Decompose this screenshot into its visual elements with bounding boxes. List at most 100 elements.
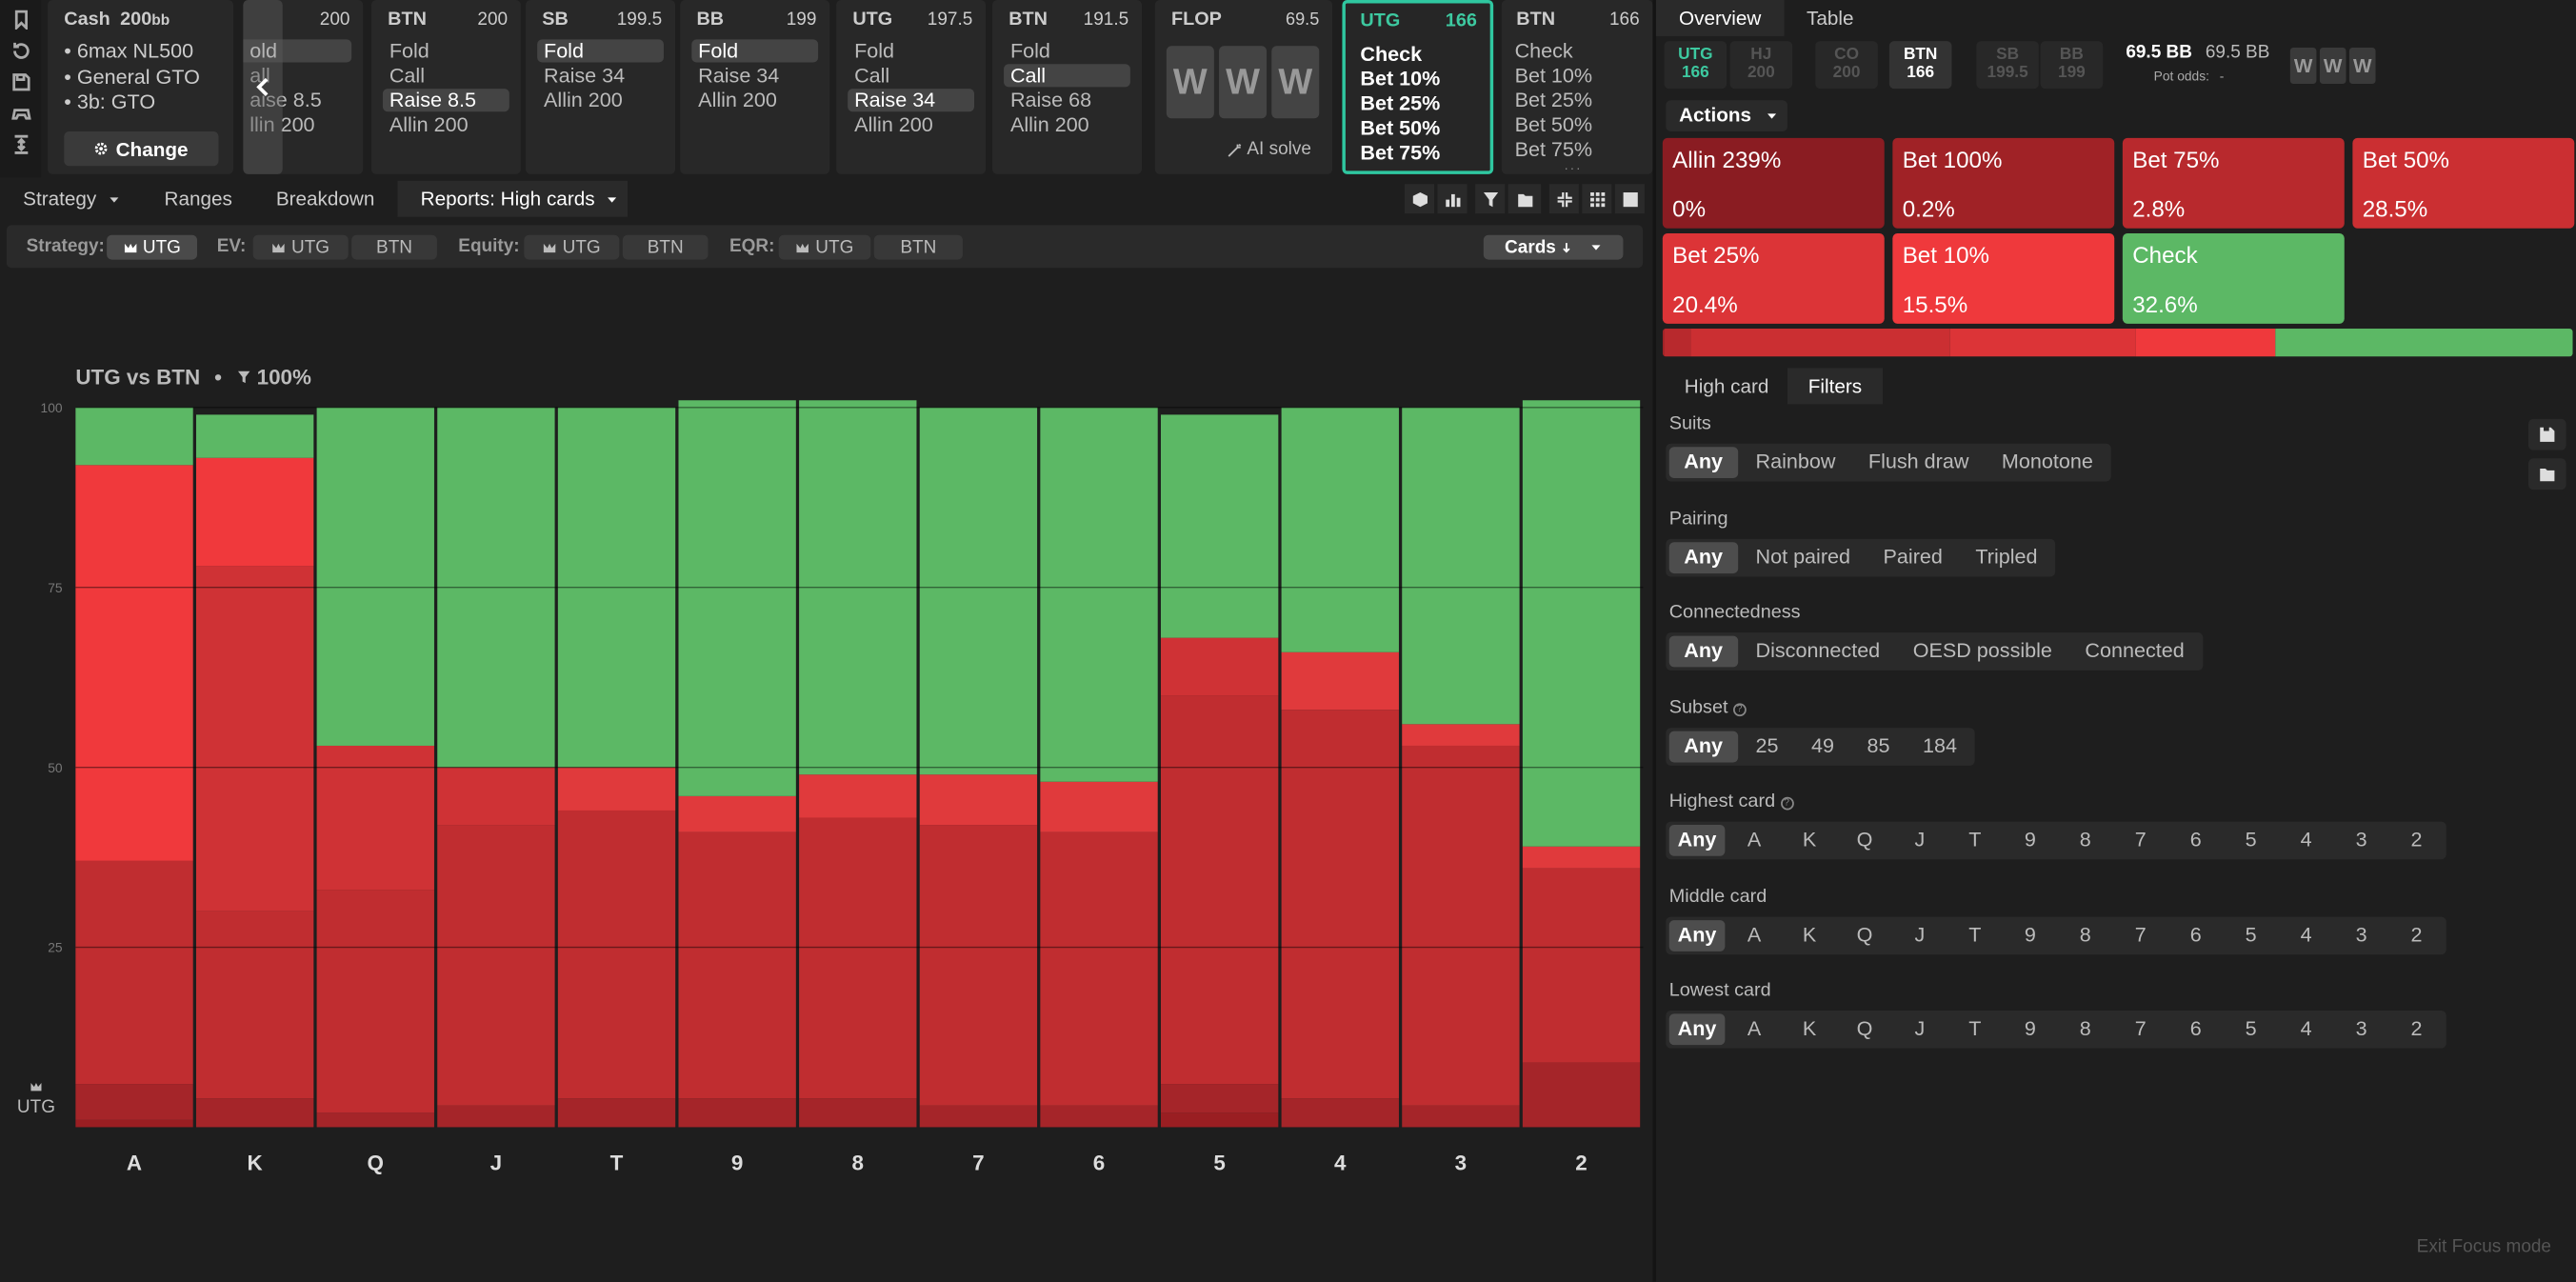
history-action[interactable]: Allin 200: [1009, 113, 1089, 137]
pairing-option[interactable]: Paired: [1883, 545, 1943, 569]
highest-option[interactable]: Q: [1856, 828, 1873, 851]
history-card-utg[interactable]: UTG 197.5 Fold Call Raise 34 Allin 200: [836, 0, 987, 174]
highest-option[interactable]: 5: [2245, 828, 2257, 851]
flop-card[interactable]: FLOP 69.5 W W W AI solve: [1154, 0, 1333, 174]
action-option[interactable]: Bet 75%: [1514, 137, 1593, 162]
lowest-option[interactable]: 6: [2189, 1016, 2202, 1041]
bar-segment[interactable]: [1402, 407, 1520, 725]
bar-chart-icon[interactable]: [1437, 184, 1468, 214]
middle-option[interactable]: 7: [2134, 923, 2147, 947]
subset-option[interactable]: 25: [1755, 734, 1779, 758]
tab-filters[interactable]: Filters: [1787, 368, 1883, 405]
action-tile-bet-25-[interactable]: Bet 25% 20.4%: [1662, 232, 1885, 324]
bar-segment[interactable]: [678, 831, 796, 1099]
bar-segment[interactable]: [1402, 745, 1520, 1106]
action-tile-bet-75-[interactable]: Bet 75% 2.8%: [2122, 137, 2345, 229]
bar-segment[interactable]: [316, 745, 434, 891]
middle-option[interactable]: 2: [2410, 923, 2423, 947]
tab-overview[interactable]: Overview: [1655, 0, 1785, 36]
highest-option[interactable]: J: [1914, 828, 1926, 851]
history-action[interactable]: Allin 200: [389, 113, 469, 137]
lowest-option[interactable]: T: [1968, 1016, 1982, 1041]
gamepad-icon[interactable]: [10, 104, 30, 124]
ev-player-utg[interactable]: UTG: [252, 234, 349, 260]
bar-segment[interactable]: [1522, 1062, 1641, 1128]
pairing-option[interactable]: Not paired: [1755, 545, 1851, 569]
highest-option[interactable]: 7: [2134, 828, 2147, 851]
bar-segment[interactable]: [919, 407, 1038, 775]
seat-utg[interactable]: UTG 166: [1664, 41, 1727, 90]
bar-segment[interactable]: [557, 1098, 676, 1128]
middle-option[interactable]: Q: [1856, 923, 1873, 947]
bar-segment[interactable]: [799, 817, 917, 1099]
suits-option[interactable]: Flush draw: [1867, 450, 1969, 473]
tab-breakdown[interactable]: Breakdown: [275, 187, 375, 210]
action-option[interactable]: Bet 10%: [1360, 67, 1441, 90]
history-action[interactable]: aise 8.5: [250, 89, 322, 112]
folder-icon[interactable]: [1508, 184, 1542, 214]
eqr-player-utg[interactable]: UTG: [778, 234, 871, 260]
connectedness-option[interactable]: OESD possible: [1912, 639, 2052, 663]
highest-option[interactable]: Any: [1668, 825, 1726, 856]
compress-icon[interactable]: [1548, 184, 1579, 214]
square-icon[interactable]: [1614, 184, 1645, 214]
history-card-btn[interactable]: BTN 191.5 Fold Call Raise 68 Allin 200: [991, 0, 1142, 174]
lowest-option[interactable]: 9: [2024, 1016, 2036, 1041]
ev-player-btn[interactable]: BTN: [351, 234, 437, 260]
action-option[interactable]: Bet 50%: [1360, 116, 1441, 140]
bar-segment[interactable]: [1160, 1084, 1279, 1113]
bar-segment[interactable]: [316, 407, 434, 746]
lowest-option[interactable]: Q: [1856, 1016, 1873, 1041]
bar-segment[interactable]: [75, 465, 193, 861]
action-option[interactable]: Check: [1360, 42, 1423, 67]
eqr-player-btn[interactable]: BTN: [873, 234, 963, 260]
bar-segment[interactable]: [316, 890, 434, 1113]
history-action[interactable]: Raise 34: [698, 64, 780, 88]
bar-segment[interactable]: [799, 774, 917, 818]
connectedness-option[interactable]: Connected: [2085, 639, 2185, 663]
action-tile-allin-239-[interactable]: Allin 239% 0%: [1662, 137, 1885, 229]
history-action[interactable]: Raise 8.5: [382, 89, 509, 112]
filter-icon[interactable]: [1475, 184, 1506, 214]
bar-segment[interactable]: [195, 566, 314, 911]
connectedness-option[interactable]: Any: [1668, 635, 1738, 668]
bar-segment[interactable]: [557, 810, 676, 1099]
bar-segment[interactable]: [437, 825, 555, 1106]
bar-segment[interactable]: [75, 1084, 193, 1120]
subset-option[interactable]: 85: [1867, 734, 1890, 758]
expand-vertical-icon[interactable]: [10, 134, 30, 154]
highest-option[interactable]: 4: [2300, 828, 2312, 851]
seat-co[interactable]: CO 200: [1815, 41, 1878, 90]
highest-option[interactable]: A: [1747, 828, 1762, 851]
history-action[interactable]: Fold: [691, 39, 819, 63]
bar-segment[interactable]: [1281, 651, 1399, 711]
equity-player-utg[interactable]: UTG: [524, 234, 620, 260]
reset-icon[interactable]: [10, 41, 30, 61]
highest-option[interactable]: 6: [2189, 828, 2202, 851]
bar-segment[interactable]: [195, 911, 314, 1099]
action-option[interactable]: Check: [1514, 39, 1573, 63]
bar-segment[interactable]: [1160, 1112, 1279, 1128]
bar-segment[interactable]: [1281, 1098, 1399, 1128]
history-card-btn[interactable]: BTN 200 Fold Call Raise 8.5 Allin 200: [370, 0, 521, 174]
highest-option[interactable]: 9: [2024, 828, 2036, 851]
history-action[interactable]: Allin 200: [854, 113, 933, 137]
history-action[interactable]: old: [243, 39, 352, 63]
bar-segment[interactable]: [1281, 710, 1399, 1099]
bar-segment[interactable]: [1160, 637, 1279, 696]
middle-option[interactable]: K: [1802, 923, 1817, 947]
bar-segment[interactable]: [1522, 868, 1641, 1063]
middle-option[interactable]: 9: [2024, 923, 2036, 947]
bar-segment[interactable]: [1040, 781, 1158, 832]
bar-segment[interactable]: [919, 1105, 1038, 1128]
grid-icon[interactable]: [1582, 184, 1612, 214]
history-action[interactable]: Raise 34: [544, 64, 626, 88]
open-filter-button[interactable]: [2527, 458, 2566, 491]
bar-segment[interactable]: [557, 767, 676, 811]
subset-option[interactable]: Any: [1668, 731, 1738, 763]
bar-segment[interactable]: [678, 795, 796, 832]
seat-bb[interactable]: BB 199: [2040, 41, 2104, 90]
seat-hj[interactable]: HJ 200: [1729, 41, 1793, 90]
current-decision-card[interactable]: UTG 166 ··· Check Bet 10% Bet 25% Bet 50% Bet…: [1342, 0, 1494, 174]
bar-segment[interactable]: [1040, 407, 1158, 782]
